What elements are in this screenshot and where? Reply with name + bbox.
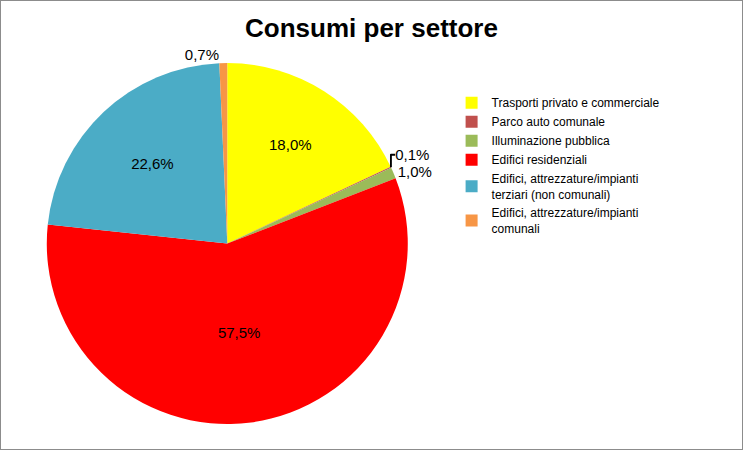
- svg-text:1,0%: 1,0%: [398, 163, 432, 180]
- svg-text:Illuminazione pubblica: Illuminazione pubblica: [492, 134, 610, 148]
- svg-text:Parco auto comunale: Parco auto comunale: [492, 115, 606, 129]
- svg-text:Edifici residenziali: Edifici residenziali: [492, 153, 587, 167]
- svg-text:Consumi per settore: Consumi per settore: [245, 13, 498, 43]
- svg-text:18,0%: 18,0%: [269, 136, 312, 153]
- svg-text:Edifici, attrezzature/impianti: Edifici, attrezzature/impianticomunali: [492, 206, 639, 236]
- svg-text:0,1%: 0,1%: [395, 146, 429, 163]
- svg-text:0,7%: 0,7%: [185, 46, 219, 63]
- svg-text:Edifici, attrezzature/impianti: Edifici, attrezzature/impiantiterziari (…: [492, 172, 639, 202]
- svg-text:57,5%: 57,5%: [218, 324, 261, 341]
- svg-text:Trasporti privato e commercial: Trasporti privato e commerciale: [492, 96, 660, 110]
- svg-text:22,6%: 22,6%: [131, 155, 174, 172]
